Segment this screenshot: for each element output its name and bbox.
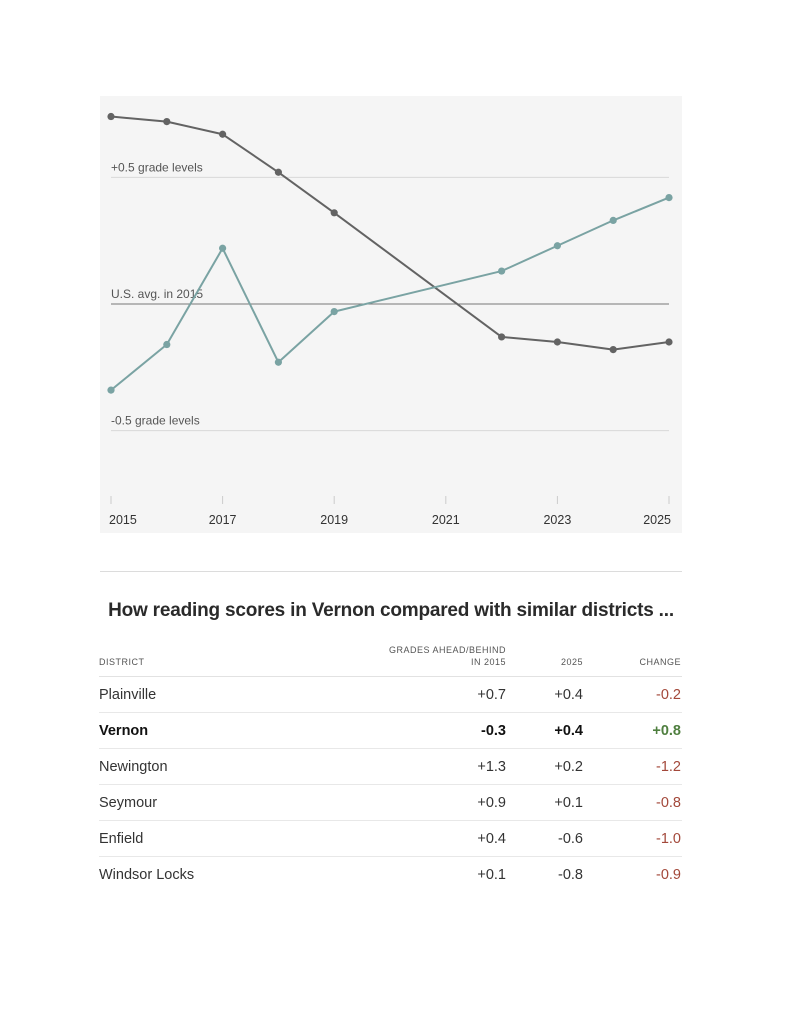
cell-2015: +0.1 <box>477 867 506 883</box>
cell-change: -0.8 <box>656 795 681 811</box>
x-tick-label: 2021 <box>432 513 460 527</box>
x-tick-label: 2015 <box>109 513 137 527</box>
cell-district: Newington <box>99 759 168 775</box>
data-point <box>107 112 115 121</box>
section-divider <box>100 571 682 572</box>
data-point <box>553 242 561 250</box>
cell-change: -0.2 <box>656 687 681 703</box>
cell-2025: +0.4 <box>554 723 583 739</box>
line-chart: +0.5 grade levels U.S. avg. in 2015 -0.5 g… <box>100 96 682 533</box>
cell-change: -1.2 <box>656 759 681 775</box>
table-row: Newington +1.3 +0.2 -1.2 <box>99 749 682 785</box>
table-row: Seymour +0.9 +0.1 -0.8 <box>99 785 682 821</box>
header-grades-line1: GRADES AHEAD/BEHIND <box>388 645 506 655</box>
table-header: DISTRICT GRADES AHEAD/BEHIND IN 2015 202… <box>99 642 682 677</box>
x-tick-label: 2023 <box>543 513 571 527</box>
x-tick-label: 2017 <box>209 513 237 527</box>
data-point <box>498 333 506 341</box>
data-point <box>498 267 506 275</box>
cell-change: -1.0 <box>656 831 681 847</box>
data-point <box>219 130 227 138</box>
data-point <box>274 168 282 176</box>
reference-line-label: -0.5 grade levels <box>111 414 200 428</box>
reference-line-label: +0.5 grade levels <box>111 160 203 174</box>
cell-district: Seymour <box>99 795 158 811</box>
cell-district: Windsor Locks <box>99 867 195 883</box>
comparison-table: DISTRICT GRADES AHEAD/BEHIND IN 2015 202… <box>99 642 682 892</box>
data-point <box>665 338 673 346</box>
cell-2015: +0.9 <box>477 795 506 811</box>
cell-2015: +0.4 <box>477 831 506 847</box>
data-point <box>553 338 561 346</box>
header-grades-line2: IN 2015 <box>470 657 506 667</box>
x-tick-label: 2025 <box>643 513 671 527</box>
data-point <box>609 216 617 224</box>
data-point <box>163 118 171 126</box>
header-change: CHANGE <box>639 657 681 667</box>
cell-2015: +0.7 <box>477 687 506 703</box>
cell-2025: +0.1 <box>554 795 583 811</box>
x-tick-label: 2019 <box>320 513 348 527</box>
cell-change: +0.8 <box>652 723 681 739</box>
table-body: Plainville +0.7 +0.4 -0.2 Vernon -0.3 +0.4 +0.8… <box>99 677 682 892</box>
data-point <box>107 386 115 394</box>
header-grades-2015: GRADES AHEAD/BEHIND IN 2015 <box>346 644 506 668</box>
table-row: Enfield +0.4 -0.6 -1.0 <box>99 821 682 857</box>
cell-district: Enfield <box>99 831 144 847</box>
cell-2025: -0.6 <box>558 831 583 847</box>
cell-change: -0.9 <box>656 867 681 883</box>
data-point <box>219 244 227 252</box>
chart-svg: +0.5 grade levels U.S. avg. in 2015 -0.5 g… <box>107 112 673 527</box>
header-2025: 2025 <box>560 657 583 667</box>
data-point <box>609 346 617 354</box>
table-row: Plainville +0.7 +0.4 -0.2 <box>99 677 682 713</box>
data-point <box>163 340 171 349</box>
header-district: DISTRICT <box>99 657 145 667</box>
table-row: Vernon -0.3 +0.4 +0.8 <box>99 713 682 749</box>
table-title: How reading scores in Vernon compared wi… <box>108 600 674 621</box>
reference-line-label: U.S. avg. in 2015 <box>111 287 203 301</box>
cell-2015: +1.3 <box>477 759 506 775</box>
data-point <box>330 308 338 316</box>
cell-2015: -0.3 <box>481 723 506 739</box>
data-point <box>274 358 282 366</box>
cell-2025: +0.4 <box>554 687 583 703</box>
data-point <box>665 194 673 202</box>
data-point <box>330 209 338 217</box>
cell-2025: +0.2 <box>554 759 583 775</box>
table-row: Windsor Locks +0.1 -0.8 -0.9 <box>99 857 682 892</box>
cell-district: Vernon <box>99 723 149 739</box>
cell-2025: -0.8 <box>558 867 583 883</box>
cell-district: Plainville <box>99 687 157 703</box>
